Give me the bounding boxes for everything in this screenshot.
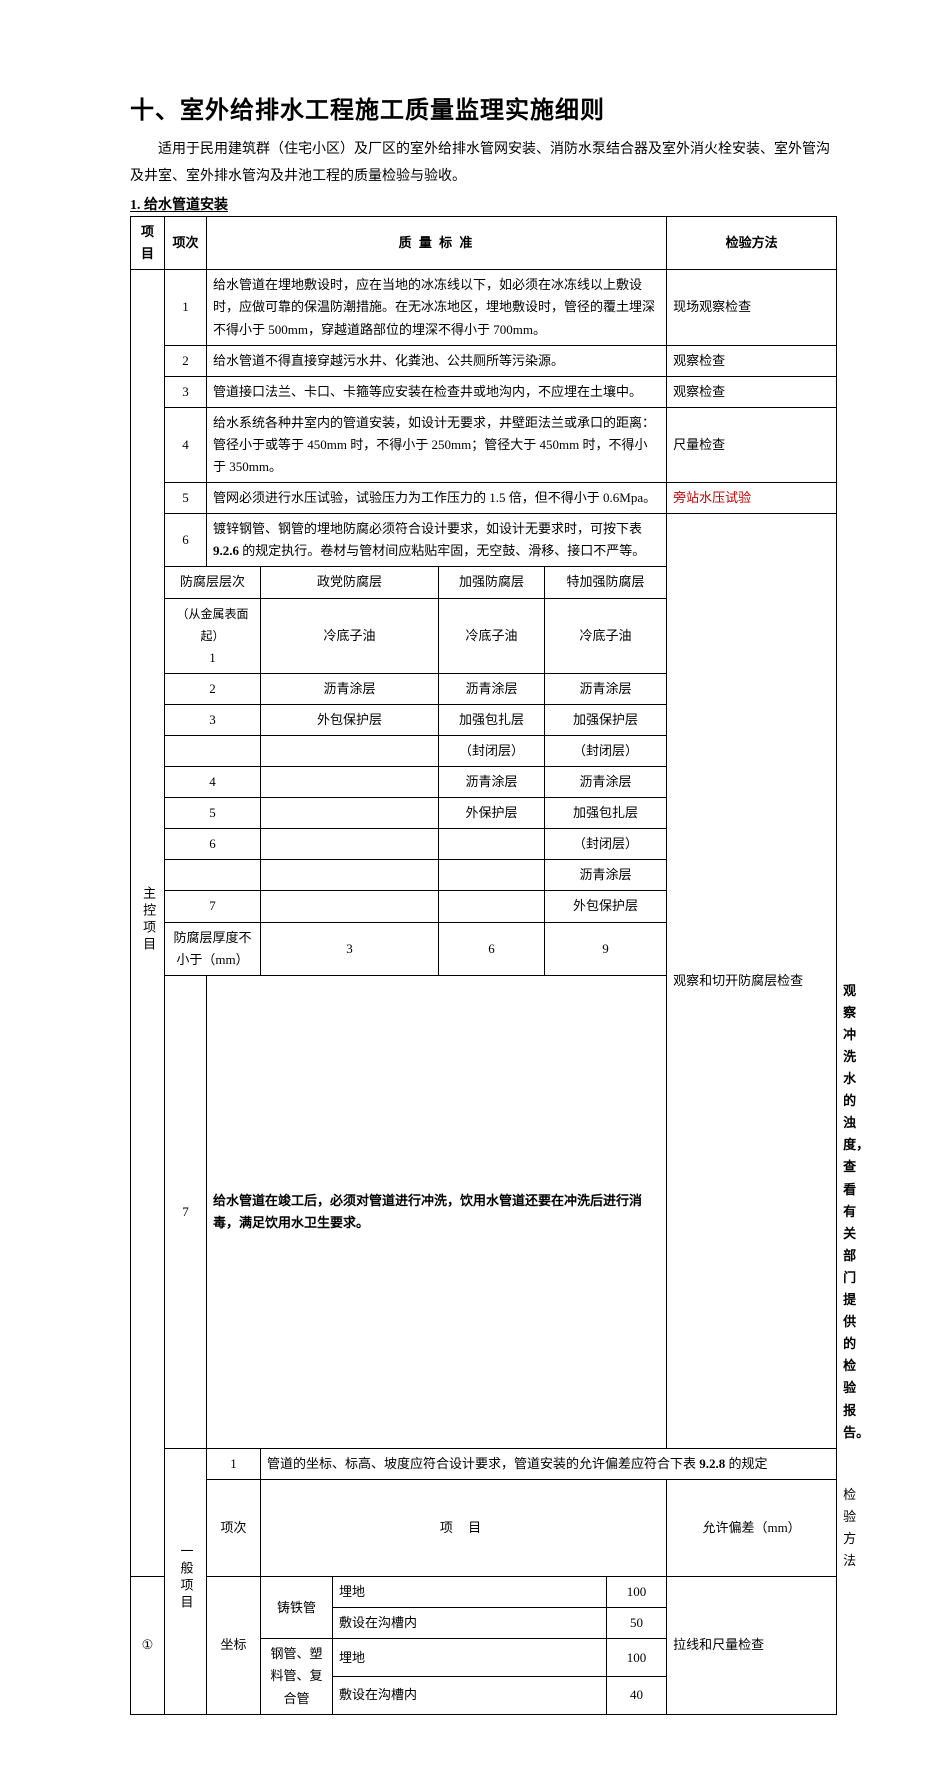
coord-row: ① 坐标 铸铁管 埋地 100 拉线和尺量检查 [131, 1577, 837, 1608]
quality-cell: 给水管道不得直接穿越污水井、化粪池、公共厕所等污染源。 [207, 345, 667, 376]
coord-buried: 埋地 [333, 1639, 607, 1677]
th-quality: 质 量 标 准 [207, 217, 667, 270]
coat-normal: 冷底子油 [261, 598, 439, 673]
coord-val: 50 [607, 1608, 667, 1639]
item-no: 3 [165, 376, 207, 407]
method-cell: 现场观察检查 [667, 270, 837, 345]
table-row: 2 给水管道不得直接穿越污水井、化粪池、公共厕所等污染源。 观察检查 [131, 345, 837, 376]
item-no: 6 [165, 514, 207, 567]
quality-cell: 管道接口法兰、卡口、卡箍等应安装在检查井或地沟内，不应埋在土壤中。 [207, 376, 667, 407]
coat-extra: 冷底子油 [545, 598, 667, 673]
th-tolerance: 允许偏差（mm） [667, 1479, 837, 1576]
coord-val: 100 [607, 1639, 667, 1677]
coord-trench: 敷设在沟槽内 [333, 1676, 607, 1714]
table-row: 4 给水系统各种井室内的管道安装，如设计无要求，井壁距法兰或承口的距离：管径小于… [131, 407, 837, 482]
category-general: 一般项目 [165, 1448, 207, 1714]
coat-th-extra: 特加强防腐层 [545, 567, 667, 598]
item-no: 1 [207, 1448, 261, 1479]
coord-label: 坐标 [207, 1577, 261, 1714]
table-row: 6 镀锌钢管、钢管的埋地防腐必须符合设计要求，如设计无要求时，可按下表 9.2.… [131, 514, 837, 567]
standards-table: 项目 项次 质 量 标 准 检验方法 主控项目 1 给水管道在埋地敷设时，应在当… [130, 216, 837, 1714]
page-title: 十、室外给排水工程施工质量监理实施细则 [130, 90, 835, 125]
sub-header-row: 项次 项 目 允许偏差（mm） 检验方法 [131, 1479, 837, 1576]
th-method: 检验方法 [667, 217, 837, 270]
table-row: 一般项目 1 管道的坐标、标高、坡度应符合设计要求，管道安装的允许偏差应符合下表… [131, 1448, 837, 1479]
coat-th-layer: 防腐层层次 [165, 567, 261, 598]
section-heading: 1. 给水管道安装 [130, 194, 835, 214]
coord-idx: ① [131, 1577, 165, 1714]
category-main: 主控项目 [131, 270, 165, 1577]
coord-steel: 钢管、塑料管、复合管 [261, 1639, 333, 1714]
coord-cast: 铸铁管 [261, 1577, 333, 1639]
item-no: 4 [165, 407, 207, 482]
coat-strong: 冷底子油 [439, 598, 545, 673]
coat-th-strong: 加强防腐层 [439, 567, 545, 598]
method-cell: 尺量检查 [667, 407, 837, 482]
item-no: 7 [165, 975, 207, 1448]
th-project: 项目 [131, 217, 165, 270]
quality-cell: 给水系统各种井室内的管道安装，如设计无要求，井壁距法兰或承口的距离：管径小于或等… [207, 407, 667, 482]
th-sub-project: 项 目 [261, 1479, 667, 1576]
quality-cell: 给水管道在埋地敷设时，应在当地的冰冻线以下，如必须在冰冻线以上敷设时，应做可靠的… [207, 270, 667, 345]
table-row: 主控项目 1 给水管道在埋地敷设时，应在当地的冰冻线以下，如必须在冰冻线以上敷设… [131, 270, 837, 345]
method-cell: 观察检查 [667, 345, 837, 376]
item-no: 1 [165, 270, 207, 345]
quality-cell: 管道的坐标、标高、坡度应符合设计要求，管道安装的允许偏差应符合下表 9.2.8 … [261, 1448, 837, 1479]
coord-method: 拉线和尺量检查 [667, 1577, 837, 1714]
item-no: 5 [165, 483, 207, 514]
method-cell: 观察检查 [667, 376, 837, 407]
table-header-row: 项目 项次 质 量 标 准 检验方法 [131, 217, 837, 270]
quality-cell: 给水管道在竣工后，必须对管道进行冲洗，饮用水管道还要在冲洗后进行消毒，满足饮用水… [207, 975, 667, 1448]
document-page: 十、室外给排水工程施工质量监理实施细则 适用于民用建筑群（住宅小区）及厂区的室外… [0, 0, 945, 1775]
coat-th-normal: 政党防腐层 [261, 567, 439, 598]
item-no: 2 [165, 345, 207, 376]
intro-text: 适用于民用建筑群（住宅小区）及厂区的室外给排水管网安装、消防水泵结合器及室外消火… [130, 137, 835, 190]
coord-buried: 埋地 [333, 1577, 607, 1608]
th-sub-item: 项次 [207, 1479, 261, 1576]
coord-val: 40 [607, 1676, 667, 1714]
th-item: 项次 [165, 217, 207, 270]
table-row: 5 管网必须进行水压试验，试验压力为工作压力的 1.5 倍，但不得小于 0.6M… [131, 483, 837, 514]
method-cell: 观察和切开防腐层检查 [667, 514, 837, 1448]
method-cell: 旁站水压试验 [667, 483, 837, 514]
thickness-label: 防腐层厚度不小于（mm） [165, 922, 261, 975]
coat-idx-cell: （从金属表面起） 1 [165, 598, 261, 673]
quality-cell: 管网必须进行水压试验，试验压力为工作压力的 1.5 倍，但不得小于 0.6Mpa… [207, 483, 667, 514]
coord-val: 100 [607, 1577, 667, 1608]
coord-trench: 敷设在沟槽内 [333, 1608, 607, 1639]
table-row: 3 管道接口法兰、卡口、卡箍等应安装在检查井或地沟内，不应埋在土壤中。 观察检查 [131, 376, 837, 407]
quality-cell: 镀锌钢管、钢管的埋地防腐必须符合设计要求，如设计无要求时，可按下表 9.2.6 … [207, 514, 667, 567]
